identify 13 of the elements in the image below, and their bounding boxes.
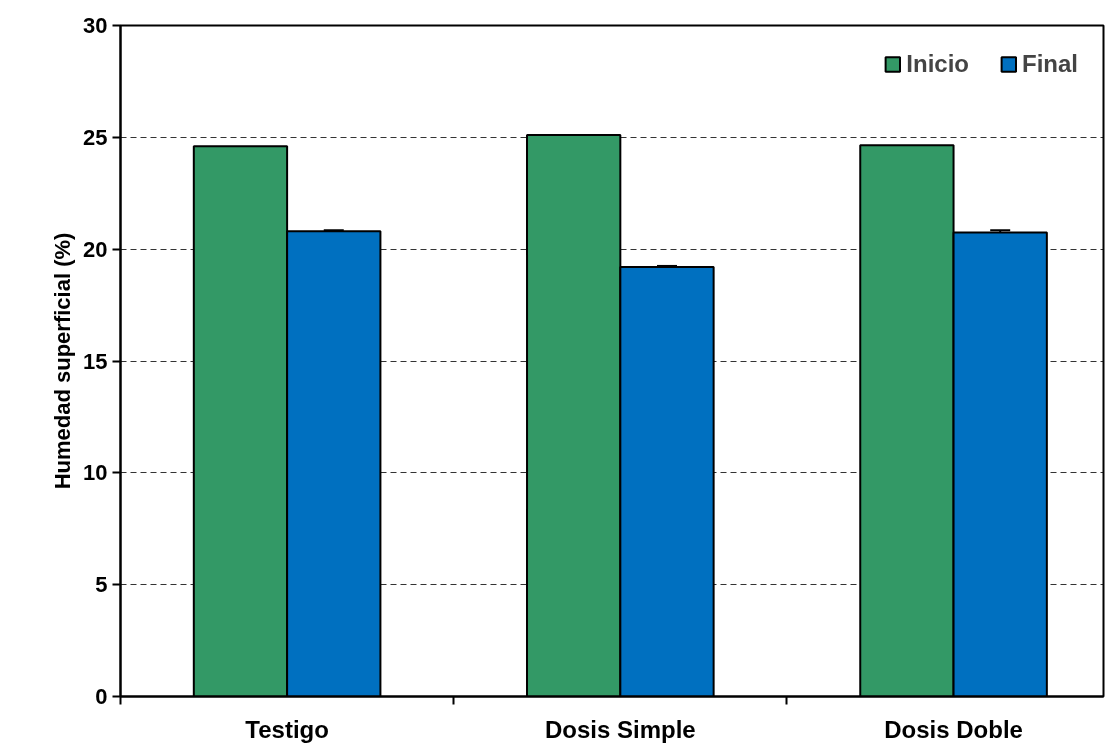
y-tick-label: 0 [95,684,108,709]
y-tick-label: 20 [83,236,108,262]
x-tick-label: Testigo [245,715,329,743]
y-axis-title: Humedad superficial (%) [50,232,76,490]
legend-label: Inicio [906,50,969,78]
y-tick-label: 15 [83,348,108,374]
x-tick-label: Dosis Simple [544,715,696,743]
y-tick-label: 10 [83,460,108,486]
y-tick-label: 25 [83,124,108,150]
legend-label: Final [1021,50,1078,78]
y-tick-label: 30 [83,13,108,38]
x-tick-label: Dosis Doble [884,715,1023,743]
y-tick-label: 5 [95,572,108,598]
